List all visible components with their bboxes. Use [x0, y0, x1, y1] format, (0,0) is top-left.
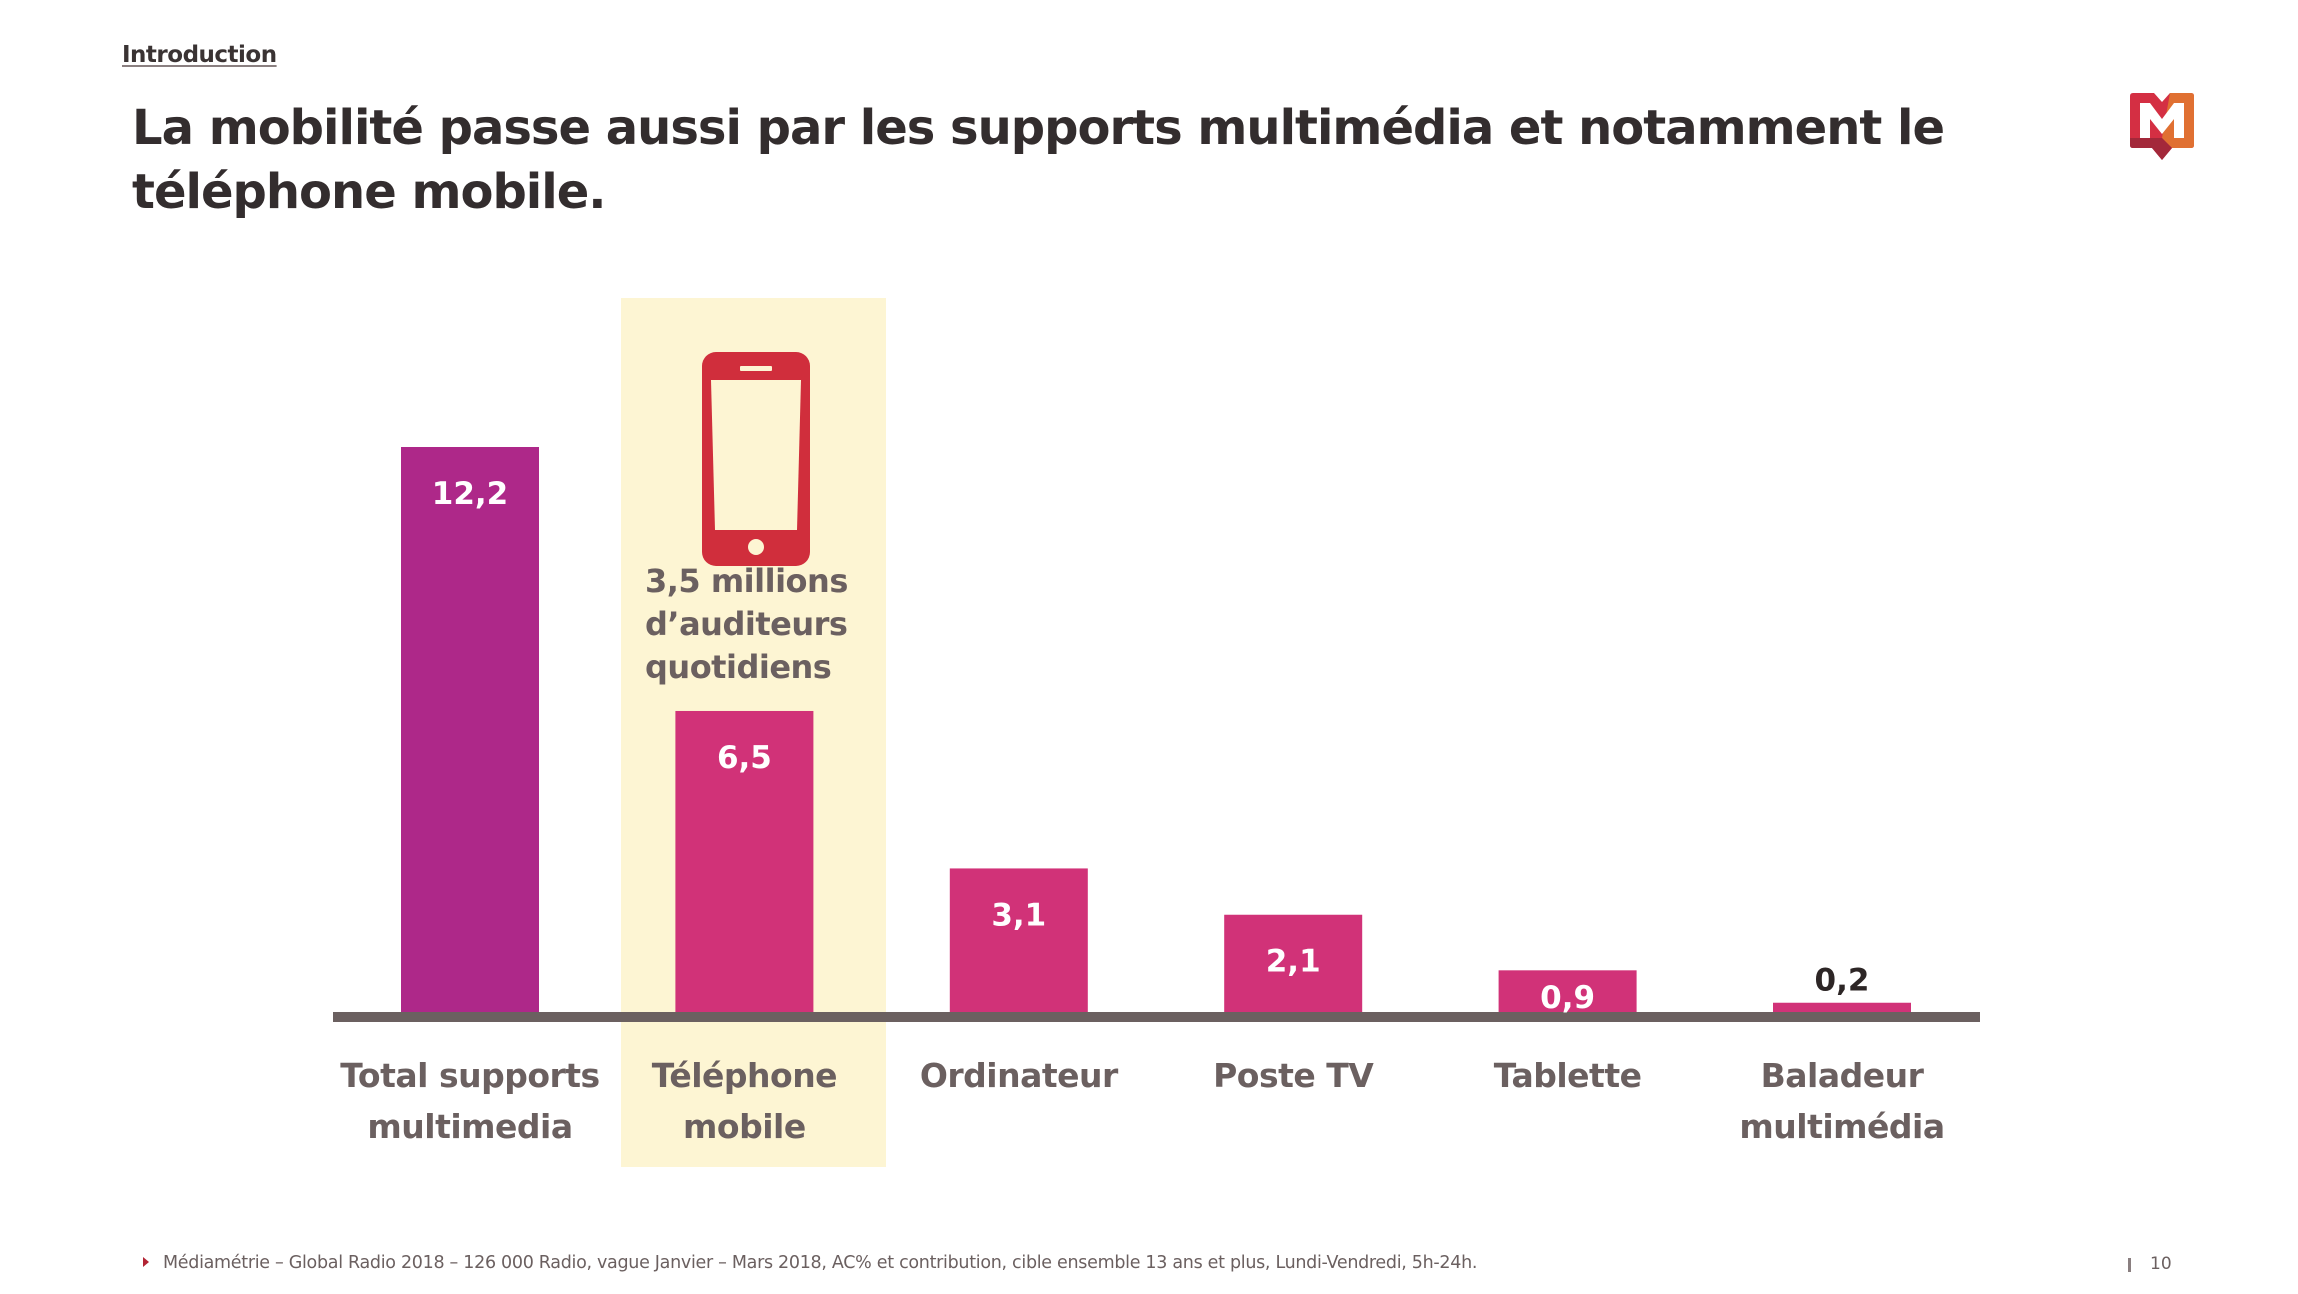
- page-title: La mobilité passe aussi par les supports…: [132, 96, 2032, 224]
- bars-group: [401, 447, 1911, 1012]
- category-label: multimedia: [367, 1107, 572, 1146]
- category-label: Total supports: [340, 1056, 599, 1095]
- category-label: multimédia: [1739, 1107, 1944, 1146]
- annotation-line: quotidiens: [645, 648, 832, 686]
- footer-bullet-icon: [143, 1257, 149, 1267]
- category-label: mobile: [683, 1107, 806, 1146]
- bar: [1498, 970, 1637, 1012]
- bar: [401, 447, 539, 1012]
- value-label: 0,9: [1540, 980, 1595, 1016]
- category-labels-group: Total supports multimedia Téléphone mobile O…: [340, 1056, 1945, 1146]
- annotation-line: 3,5 millions: [645, 562, 848, 600]
- category-label: Tablette: [1494, 1056, 1642, 1095]
- bar: [1224, 914, 1363, 1012]
- value-label: 6,5: [717, 740, 772, 776]
- source-note: Médiamétrie – Global Radio 2018 – 126 00…: [163, 1253, 1478, 1273]
- title-line-2: téléphone mobile.: [132, 164, 606, 220]
- bar: [675, 710, 814, 1012]
- annotation-line: d’auditeurs: [645, 605, 848, 643]
- value-labels-group: 12,2 6,5 3,1 2,1 0,9 0,2: [432, 476, 1870, 1016]
- mediametrie-logo-icon: [2130, 93, 2194, 161]
- value-label: 2,1: [1266, 944, 1321, 980]
- bar: [949, 868, 1088, 1012]
- value-label: 0,2: [1815, 963, 1870, 999]
- page-number: 10: [2150, 1254, 2172, 1274]
- category-label: Téléphone: [652, 1056, 837, 1095]
- category-label: Baladeur: [1761, 1056, 1925, 1095]
- x-axis-line: [333, 1012, 1980, 1022]
- mobile-listeners-annotation: 3,5 millions d’auditeurs quotidiens: [645, 560, 848, 689]
- section-link-introduction[interactable]: Introduction: [122, 42, 277, 68]
- smartphone-icon: [702, 352, 810, 566]
- bar: [1773, 1002, 1911, 1012]
- category-label: Ordinateur: [920, 1056, 1119, 1095]
- category-label: Poste TV: [1213, 1056, 1374, 1095]
- title-line-1: La mobilité passe aussi par les supports…: [132, 100, 1945, 156]
- page-separator: [2128, 1258, 2131, 1272]
- value-label: 12,2: [432, 476, 509, 512]
- value-label: 3,1: [991, 897, 1046, 933]
